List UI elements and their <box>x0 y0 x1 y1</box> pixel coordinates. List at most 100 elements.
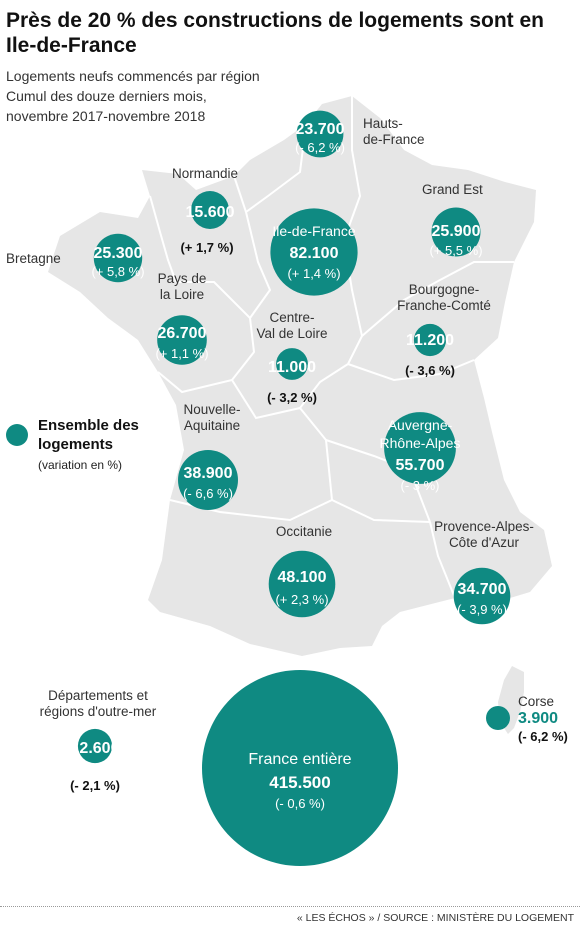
region-name-line-2: Val de Loire <box>256 326 327 341</box>
source-credit: « LES ÉCHOS » / SOURCE : MINISTÈRE DU LO… <box>296 912 574 924</box>
border-normandie <box>233 175 272 319</box>
region-value: 34.700 <box>458 581 507 598</box>
region-name: France entière <box>248 751 351 768</box>
bubble-centre-val-de-loire <box>276 348 308 380</box>
subtitle-line-2: Cumul des douze derniers mois, <box>6 88 207 104</box>
bubble-provence-alpes-cote-d-azur <box>453 567 511 625</box>
legend-title: Ensemble des logements <box>38 417 139 453</box>
region-name: Pays de <box>158 271 207 286</box>
region-name: Corse <box>518 694 554 709</box>
region-name: Départements et <box>48 688 148 703</box>
border-bourgogne <box>361 261 514 337</box>
region-name: Ile-de-France <box>272 223 355 239</box>
region-value: 26.700 <box>158 325 207 342</box>
region-nouvelle-aquitaine: Nouvelle-Aquitaine 38.900 (- 6,6 %) <box>178 402 241 510</box>
region-name-line-2: de-France <box>363 132 425 147</box>
region-variation: (+ 5,8 %) <box>91 264 144 279</box>
region-value: 11.000 <box>268 359 316 376</box>
region-value: 48.100 <box>278 569 327 586</box>
border-bretagne <box>149 195 177 283</box>
bubble-corse <box>486 706 510 730</box>
border-centre <box>299 239 364 409</box>
region-name: Nouvelle- <box>183 402 240 417</box>
region-grand-est: Grand Est 25.900 (+ 5,5 %) <box>422 182 483 258</box>
region-value: 82.100 <box>290 245 339 262</box>
region-name-line-2: Rhône-Alpes <box>380 435 461 451</box>
region-normandie: Normandie 15.600 (+ 1,7 %) <box>172 166 238 255</box>
subtitle-line-1: Logements neufs commencés par région <box>6 68 260 84</box>
region-occitanie: Occitanie 48.100 (+ 2,3 %) <box>268 524 336 618</box>
region-auvergne-rhone-alpes: Auvergne- Rhône-Alpes 55.700 (- 3 %) <box>380 412 461 493</box>
bubble-bretagne <box>93 233 143 283</box>
border-occitanie <box>169 498 431 523</box>
region-name-line-2: régions d'outre-mer <box>40 704 157 719</box>
bubble-pays-de-la-loire <box>157 315 207 365</box>
bubble-nouvelle-aquitaine <box>178 450 238 510</box>
region-variation: (- 6,6 %) <box>183 486 233 501</box>
region-name: Normandie <box>172 166 238 181</box>
region-variation: (- 3,9 %) <box>457 602 507 617</box>
region-name: Occitanie <box>276 524 332 539</box>
region-hauts-de-france: Hauts-de-France 23.700 (- 6,2 %) <box>295 110 425 158</box>
region-provence-alpes-cote-d-azur: Provence-Alpes-Côte d'Azur 34.700 (- 3,9 %… <box>434 519 534 625</box>
region-variation: (+ 1,1 %) <box>155 346 208 361</box>
bubble-normandie <box>191 191 229 229</box>
region-value: 12.600 <box>71 740 120 757</box>
region-value: 415.500 <box>269 773 330 792</box>
region-france-entiere: France entière 415.500 (- 0,6 %) <box>202 670 398 866</box>
region-variation: (+ 1,7 %) <box>180 240 233 255</box>
region-variation: (- 6,2 %) <box>295 140 345 155</box>
border-paca <box>429 521 456 599</box>
region-variation: (- 2,1 %) <box>70 778 120 793</box>
region-name: Auvergne- <box>388 417 453 433</box>
region-name: Grand Est <box>422 182 483 197</box>
region-name-line-2: Côte d'Azur <box>449 535 520 550</box>
border-nouvelle-aquitaine <box>231 379 333 501</box>
region-value: 25.900 <box>432 223 481 240</box>
region-value: 11.200 <box>406 332 454 349</box>
legend-marker <box>6 424 28 446</box>
region-bretagne: Bretagne 25.300 (+ 5,8 %) <box>6 233 145 283</box>
region-name-line-2: la Loire <box>160 287 204 302</box>
region-variation: (+ 5,5 %) <box>429 243 482 258</box>
region-variation: (+ 2,3 %) <box>275 592 328 607</box>
region-name: Provence-Alpes- <box>434 519 534 534</box>
border-grand-est <box>343 96 362 241</box>
region-borders <box>149 96 514 599</box>
region-variation: (- 3 %) <box>401 478 440 493</box>
legend-note: (variation en %) <box>38 458 123 472</box>
region-name: Hauts- <box>363 116 403 131</box>
bubble-france-entiere <box>202 670 398 866</box>
region-value: 15.600 <box>186 204 235 221</box>
bubble-grand-est <box>431 207 481 257</box>
border-pays-de-la-loire <box>157 281 256 394</box>
bubble-dom <box>77 728 113 764</box>
region-variation: (- 6,2 %) <box>518 729 568 744</box>
subtitle-line-3: novembre 2017-novembre 2018 <box>6 108 206 124</box>
bubble-bourgogne-franche-comte <box>413 323 447 357</box>
region-variation: (- 0,6 %) <box>275 796 325 811</box>
region-variation: (+ 1,4 %) <box>287 266 340 281</box>
region-ile-de-france: Ile-de-France 82.100 (+ 1,4 %) <box>270 208 358 296</box>
region-variation: (- 3,2 %) <box>267 390 317 405</box>
page-title: Près de 20 % des constructions de logeme… <box>6 9 544 57</box>
bubble-auvergne-rhone-alpes <box>384 412 456 484</box>
region-value: 3.900 <box>518 710 558 727</box>
region-variation: (- 3,6 %) <box>405 363 455 378</box>
region-name-line-2: Franche-Comté <box>397 298 491 313</box>
region-name: Centre- <box>269 310 314 325</box>
region-name: Bourgogne- <box>409 282 480 297</box>
region-value: 23.700 <box>296 121 345 138</box>
region-centre-val-de-loire: Centre-Val de Loire 11.000 (- 3,2 %) <box>256 310 327 405</box>
region-name-line-2: Aquitaine <box>184 418 240 433</box>
footer-divider <box>0 906 580 907</box>
region-bourgogne-franche-comte: Bourgogne-Franche-Comté 11.200 (- 3,6 %) <box>397 282 491 378</box>
region-value: 38.900 <box>184 465 233 482</box>
bubble-occitanie <box>268 550 336 618</box>
bubbles-layer: Hauts-de-France 23.700 (- 6,2 %) Normandie 1… <box>6 110 568 866</box>
region-value: 55.700 <box>396 457 445 474</box>
region-value: 25.300 <box>94 245 143 262</box>
